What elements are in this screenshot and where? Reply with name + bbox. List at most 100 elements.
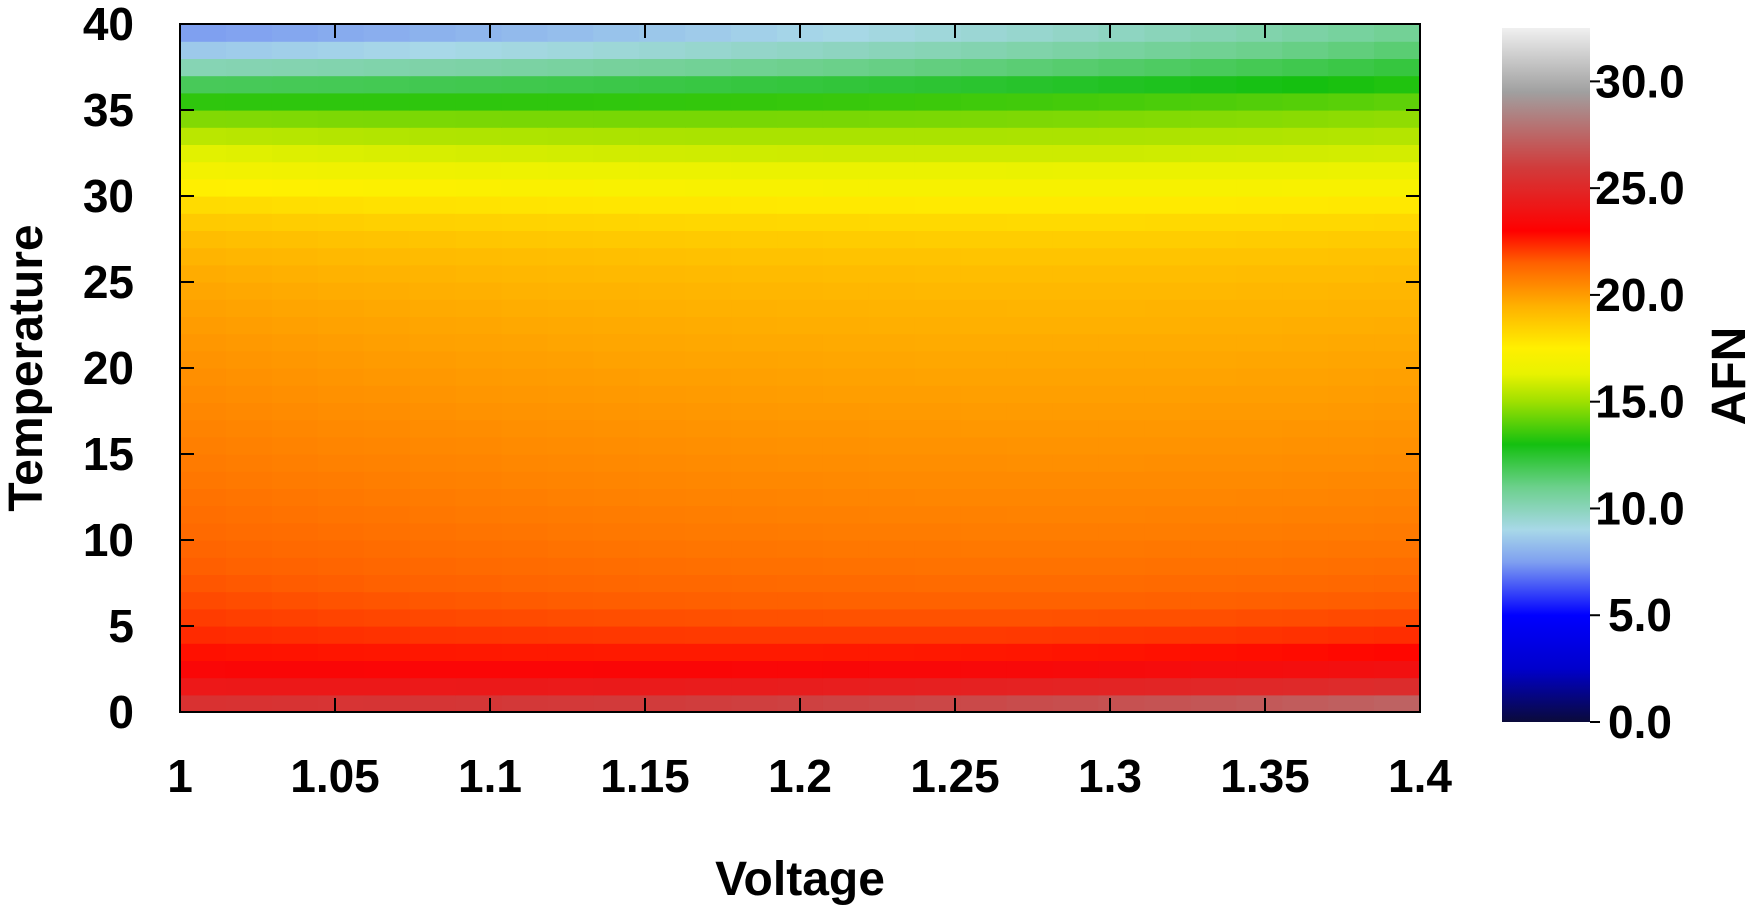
heatmap-cell (455, 350, 503, 369)
heatmap-cell (1374, 419, 1421, 438)
heatmap-cell (914, 230, 962, 249)
heatmap-cell (1052, 282, 1100, 300)
heatmap-cell (180, 402, 227, 421)
heatmap-cell (271, 58, 319, 77)
heatmap-cell (868, 471, 916, 489)
heatmap-cell (1052, 643, 1100, 661)
heatmap-cell (777, 58, 824, 77)
heatmap-cell (1328, 161, 1375, 180)
heatmap-cell (1374, 178, 1421, 197)
heatmap-cell (914, 299, 962, 317)
heatmap-cell (731, 505, 778, 524)
heatmap-cell (271, 161, 319, 180)
heatmap-cell (180, 230, 227, 249)
heatmap-cell (777, 161, 824, 180)
heatmap-cell (914, 333, 962, 352)
heatmap-cell (1144, 522, 1191, 541)
heatmap-cell (822, 454, 870, 472)
heatmap-cell (180, 92, 227, 111)
heatmap-cell (501, 230, 549, 249)
heatmap-cell (685, 574, 732, 593)
heatmap-cell (1144, 161, 1191, 180)
heatmap-cell (1098, 24, 1146, 42)
heatmap-cell (1006, 213, 1054, 231)
heatmap-cell (960, 694, 1008, 713)
heatmap-cell (1282, 677, 1329, 696)
heatmap-cell (1052, 591, 1100, 610)
heatmap-cell (271, 350, 319, 369)
heatmap-cell (1006, 196, 1054, 214)
heatmap-cell (317, 591, 365, 610)
heatmap-cell (1190, 454, 1237, 472)
heatmap-cell (547, 402, 594, 421)
heatmap-cell (960, 75, 1008, 94)
heatmap-cell (822, 522, 870, 541)
heatmap-cell (1006, 454, 1054, 472)
heatmap-cell (731, 333, 778, 352)
heatmap-cell (822, 230, 870, 249)
heatmap-cell (914, 92, 962, 111)
heatmap-cell (1006, 368, 1054, 386)
heatmap-cell (685, 540, 732, 558)
heatmap-cell (409, 385, 457, 403)
heatmap-cell (822, 58, 870, 77)
heatmap-cell (777, 247, 824, 266)
heatmap-cell (685, 196, 732, 214)
heatmap-cell (1328, 368, 1375, 386)
heatmap-cell (363, 75, 411, 94)
heatmap-cell (1328, 58, 1375, 77)
heatmap-cell (731, 574, 778, 593)
heatmap-cell (317, 58, 365, 77)
heatmap-cell (822, 608, 870, 627)
heatmap-cell (960, 264, 1008, 283)
heatmap-cell (1052, 58, 1100, 77)
heatmap-cell (1374, 247, 1421, 266)
heatmap-cell (1282, 540, 1329, 558)
heatmap-cell (1144, 316, 1191, 335)
heatmap-cell (914, 58, 962, 77)
heatmap-cell (1190, 540, 1237, 558)
heatmap-cell (271, 471, 319, 489)
heatmap-cell (501, 316, 549, 335)
heatmap-cell (639, 247, 686, 266)
heatmap-cell (317, 626, 365, 644)
heatmap-cell (225, 626, 273, 644)
heatmap-cell (317, 333, 365, 352)
heatmap-cell (180, 58, 227, 77)
heatmap-cell (1190, 368, 1237, 386)
heatmap-cell (593, 608, 640, 627)
heatmap-cell (1328, 247, 1375, 266)
heatmap-cell (225, 24, 273, 42)
heatmap-cell (960, 471, 1008, 489)
heatmap-cell (1236, 454, 1283, 472)
heatmap-cell (1052, 161, 1100, 180)
heatmap-cell (409, 368, 457, 386)
heatmap-cell (271, 402, 319, 421)
heatmap-cell (501, 694, 549, 713)
heatmap-cell (639, 350, 686, 369)
heatmap-cell (1098, 264, 1146, 283)
heatmap-cell (777, 660, 824, 679)
heatmap-cell (1006, 608, 1054, 627)
heatmap-cell (1144, 436, 1191, 455)
heatmap-cell (271, 419, 319, 438)
heatmap-cell (225, 299, 273, 317)
heatmap-cell (1190, 110, 1237, 128)
heatmap-cell (180, 540, 227, 558)
heatmap-cell (1236, 505, 1283, 524)
heatmap-cell (501, 24, 549, 42)
heatmap-cell (1144, 557, 1191, 575)
heatmap-cell (363, 626, 411, 644)
heatmap-cell (547, 161, 594, 180)
heatmap-cell (1144, 574, 1191, 593)
heatmap-cell (868, 75, 916, 94)
heatmap-cell (547, 247, 594, 266)
heatmap-cell (271, 41, 319, 59)
heatmap-cell (225, 58, 273, 77)
heatmap-cell (1098, 247, 1146, 266)
heatmap-cell (409, 282, 457, 300)
heatmap-cell (1098, 540, 1146, 558)
heatmap-cell (1190, 161, 1237, 180)
heatmap-cell (1098, 282, 1146, 300)
heatmap-cell (1236, 58, 1283, 77)
